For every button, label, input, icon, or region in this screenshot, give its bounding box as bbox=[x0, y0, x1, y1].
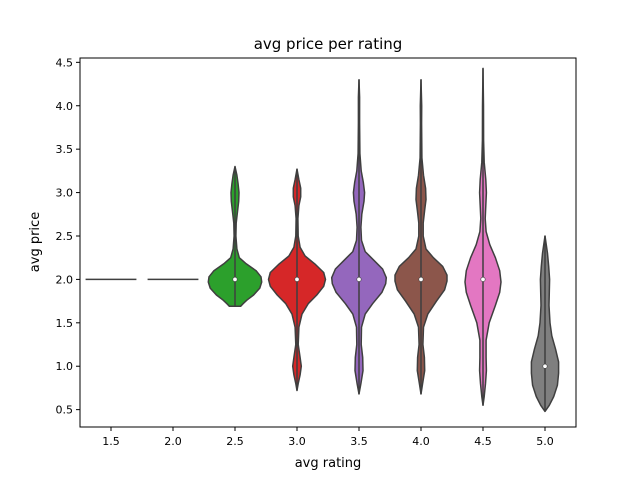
x-tick-label: 3.0 bbox=[288, 435, 306, 448]
y-tick-label: 2.0 bbox=[56, 273, 74, 286]
x-axis: 1.5 2.0 2.5 3.0 3.5 4.0 4.5 5.0 bbox=[102, 427, 554, 448]
median-point bbox=[294, 276, 300, 282]
median-point bbox=[480, 276, 486, 282]
violin-5.0 bbox=[530, 235, 560, 413]
y-tick-label: 2.5 bbox=[56, 230, 74, 243]
y-tick-label: 3.0 bbox=[56, 187, 74, 200]
x-tick-label: 4.0 bbox=[412, 435, 430, 448]
median-point bbox=[232, 276, 238, 282]
median-point bbox=[356, 276, 362, 282]
violin-2.5 bbox=[207, 165, 263, 308]
x-tick-label: 1.5 bbox=[102, 435, 120, 448]
x-tick-label: 4.5 bbox=[474, 435, 492, 448]
y-tick-label: 4.0 bbox=[56, 100, 74, 113]
violin-3.0 bbox=[267, 168, 327, 392]
x-tick-label: 5.0 bbox=[536, 435, 554, 448]
y-axis: 0.5 1.0 1.5 2.0 2.5 3.0 3.5 4.0 4.5 bbox=[56, 56, 80, 417]
chart-title: avg price per rating bbox=[254, 35, 403, 53]
violin-4.5 bbox=[464, 67, 502, 407]
violin-3.5 bbox=[330, 78, 388, 395]
violins-layer bbox=[85, 67, 560, 413]
y-tick-label: 3.5 bbox=[56, 143, 74, 156]
median-point bbox=[542, 363, 548, 369]
median-point bbox=[418, 276, 424, 282]
x-tick-label: 2.0 bbox=[164, 435, 182, 448]
y-tick-label: 0.5 bbox=[56, 404, 74, 417]
y-axis-label: avg price bbox=[28, 212, 43, 272]
y-tick-label: 4.5 bbox=[56, 56, 74, 69]
y-tick-label: 1.0 bbox=[56, 360, 74, 373]
violin-4.0 bbox=[394, 78, 448, 395]
y-tick-label: 1.5 bbox=[56, 317, 74, 330]
x-axis-label: avg rating bbox=[295, 456, 362, 471]
x-tick-label: 3.5 bbox=[350, 435, 368, 448]
x-tick-label: 2.5 bbox=[226, 435, 244, 448]
plot-frame bbox=[79, 57, 577, 428]
